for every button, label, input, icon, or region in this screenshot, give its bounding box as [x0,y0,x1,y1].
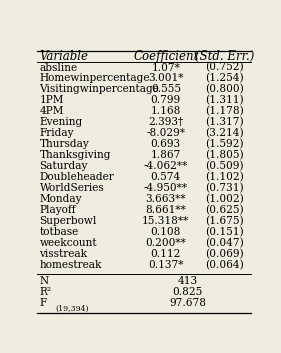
Text: F: F [39,298,47,308]
Text: 3.001*: 3.001* [148,73,183,83]
Text: 1.867: 1.867 [151,150,181,160]
Text: 413: 413 [178,276,198,286]
Text: 0.555: 0.555 [151,84,181,95]
Text: Playoff: Playoff [39,205,76,215]
Text: (0.069): (0.069) [205,249,244,259]
Text: Thanksgiving: Thanksgiving [39,150,111,160]
Text: 1PM: 1PM [39,95,64,106]
Text: 0.137*: 0.137* [148,260,183,270]
Text: 3.663**: 3.663** [146,194,186,204]
Text: (0.151): (0.151) [205,227,244,237]
Text: Homewinpercentage: Homewinpercentage [39,73,150,83]
Text: 0.799: 0.799 [151,95,181,106]
Text: (0.047): (0.047) [205,238,244,248]
Text: WorldSeries: WorldSeries [39,183,104,193]
Text: 15.318**: 15.318** [142,216,189,226]
Text: (0.509): (0.509) [205,161,244,171]
Text: (0.064): (0.064) [205,260,244,270]
Text: Friday: Friday [39,128,74,138]
Text: 4PM: 4PM [39,106,64,116]
Text: 1.07*: 1.07* [151,62,180,72]
Text: R²: R² [39,287,52,297]
Text: Saturday: Saturday [39,161,88,171]
Text: N: N [39,276,49,286]
Text: (1.592): (1.592) [205,139,244,149]
Text: Superbowl: Superbowl [39,216,97,226]
Text: Coefficient: Coefficient [133,50,198,63]
Text: Doubleheader: Doubleheader [39,172,114,182]
Text: (1.002): (1.002) [205,194,244,204]
Text: Thursday: Thursday [39,139,89,149]
Text: 0.825: 0.825 [173,287,203,297]
Text: Monday: Monday [39,194,82,204]
Text: -8.029*: -8.029* [146,128,185,138]
Text: Visitingwinpercentage: Visitingwinpercentage [39,84,159,95]
Text: absline: absline [39,62,78,72]
Text: (19,394): (19,394) [56,305,89,313]
Text: (1.805): (1.805) [205,150,244,160]
Text: (1.254): (1.254) [205,73,244,84]
Text: weekcount: weekcount [39,238,97,248]
Text: (1.675): (1.675) [205,216,244,226]
Text: (0.800): (0.800) [205,84,244,95]
Text: totbase: totbase [39,227,79,237]
Text: -4.950**: -4.950** [144,183,188,193]
Text: 0.574: 0.574 [151,172,181,182]
Text: 0.108: 0.108 [151,227,181,237]
Text: (0.731): (0.731) [205,183,244,193]
Text: (3.214): (3.214) [205,128,244,138]
Text: (1.102): (1.102) [205,172,244,182]
Text: (1.311): (1.311) [205,95,244,106]
Text: 8.661**: 8.661** [145,205,186,215]
Text: 0.200**: 0.200** [145,238,186,248]
Text: 0.693: 0.693 [151,139,181,149]
Text: -4.062**: -4.062** [144,161,188,171]
Text: 0.112: 0.112 [151,249,181,259]
Text: visstreak: visstreak [39,249,88,259]
Text: 1.168: 1.168 [151,106,181,116]
Text: homestreak: homestreak [39,260,102,270]
Text: (Std. Err.): (Std. Err.) [195,50,254,63]
Text: (1.317): (1.317) [205,117,244,127]
Text: 97.678: 97.678 [169,298,206,308]
Text: 2.393†: 2.393† [148,117,183,127]
Text: (0.625): (0.625) [205,205,244,215]
Text: Evening: Evening [39,117,83,127]
Text: (1.178): (1.178) [205,106,244,116]
Text: Variable: Variable [39,50,89,63]
Text: (0.752): (0.752) [205,62,244,73]
